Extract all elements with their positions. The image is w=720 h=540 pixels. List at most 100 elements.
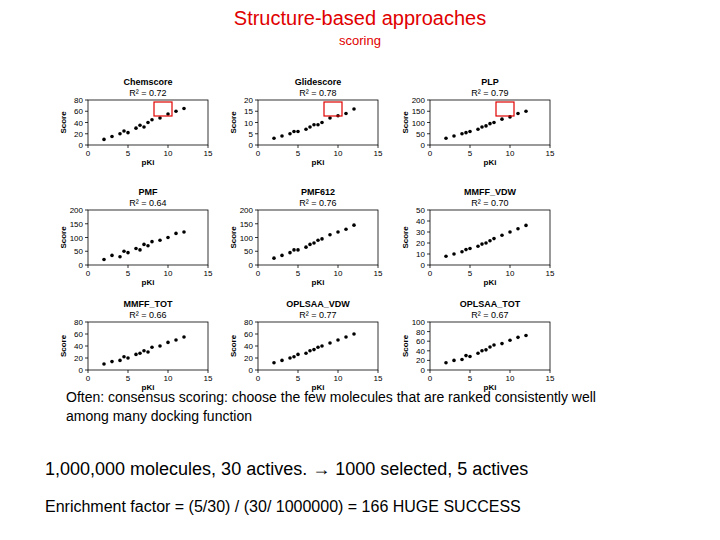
point: [312, 123, 316, 127]
point: [102, 362, 106, 366]
plot-frame: [88, 100, 208, 145]
y-tick: [85, 358, 88, 359]
y-tick-label: 100: [240, 234, 254, 243]
point: [476, 245, 480, 249]
y-tick: [427, 111, 430, 112]
point: [304, 127, 308, 131]
point: [468, 130, 472, 134]
y-axis-label: Score: [229, 334, 238, 357]
y-tick: [255, 210, 258, 211]
point: [344, 227, 348, 231]
point: [308, 125, 312, 129]
y-tick-label: 30: [416, 228, 425, 237]
y-tick: [85, 237, 88, 238]
x-tick-label: 10: [506, 149, 515, 158]
y-tick: [255, 122, 258, 123]
point: [460, 132, 464, 136]
y-axis-label: Score: [59, 334, 68, 357]
point: [292, 355, 296, 359]
point: [174, 109, 178, 113]
y-tick: [255, 237, 258, 238]
chart-subtitle: R² = 0.67: [471, 310, 508, 320]
points: [272, 332, 356, 364]
y-tick-label: 0: [421, 366, 426, 375]
chart-panel: GlidescoreR² = 0.7805101520051015pKiScor…: [229, 77, 383, 167]
y-tick: [85, 322, 88, 323]
point: [126, 251, 130, 255]
point: [146, 121, 150, 125]
x-tick: [128, 370, 129, 373]
point: [480, 242, 484, 246]
y-tick-label: 80: [244, 318, 253, 327]
y-tick: [255, 111, 258, 112]
x-tick-label: 15: [374, 149, 383, 158]
point: [488, 122, 492, 126]
x-tick: [550, 265, 551, 268]
y-tick: [427, 254, 430, 255]
y-axis-label: Score: [229, 111, 238, 134]
x-tick: [510, 265, 511, 268]
x-tick: [378, 145, 379, 148]
y-tick-label: 80: [74, 318, 83, 327]
y-tick-label: 0: [79, 261, 84, 270]
chart-subtitle: R² = 0.66: [129, 310, 166, 320]
x-tick: [88, 265, 89, 268]
x-tick: [510, 145, 511, 148]
y-tick: [85, 334, 88, 335]
point: [142, 349, 146, 353]
y-tick: [85, 122, 88, 123]
y-tick: [427, 341, 430, 342]
x-tick: [550, 370, 551, 373]
point: [280, 254, 284, 258]
x-tick: [510, 370, 511, 373]
x-tick: [470, 145, 471, 148]
y-tick: [255, 223, 258, 224]
x-tick-label: 0: [86, 374, 91, 383]
point: [492, 237, 496, 241]
x-tick: [378, 265, 379, 268]
y-tick-label: 0: [421, 141, 426, 150]
plot-frame: [258, 100, 378, 145]
y-tick: [427, 210, 430, 211]
x-tick-label: 15: [204, 269, 213, 278]
y-tick-label: 40: [244, 342, 253, 351]
x-tick-label: 10: [506, 374, 515, 383]
y-tick: [427, 331, 430, 332]
point: [150, 240, 154, 244]
y-tick-label: 0: [249, 366, 254, 375]
x-tick: [128, 265, 129, 268]
point: [328, 233, 332, 237]
example-text: 1,000,000 molecules, 30 actives. → 1000 …: [45, 459, 528, 479]
y-tick-label: 20: [74, 354, 83, 363]
point: [464, 354, 468, 358]
x-axis-label: pKi: [142, 278, 155, 287]
y-tick-label: 150: [240, 220, 254, 229]
point: [142, 125, 146, 129]
point: [138, 124, 142, 128]
slide: Structure-based approachesscoringChemsco…: [0, 0, 720, 540]
y-tick-label: 0: [249, 261, 254, 270]
chart-subtitle: R² = 0.72: [129, 88, 166, 98]
y-tick-label: 100: [412, 119, 426, 128]
y-tick-label: 10: [244, 119, 253, 128]
y-axis-label: Score: [401, 334, 410, 357]
y-tick: [427, 221, 430, 222]
x-tick: [258, 370, 259, 373]
y-tick-label: 20: [244, 96, 253, 105]
y-tick: [255, 265, 258, 266]
y-tick: [427, 370, 430, 371]
x-tick: [338, 145, 339, 148]
x-tick-label: 10: [164, 269, 173, 278]
chart-panel: MMFF_TOTR² = 0.66020406080051015pKiScore: [59, 299, 213, 392]
point: [344, 335, 348, 339]
point: [336, 338, 340, 342]
y-tick-label: 15: [244, 107, 253, 116]
points: [444, 224, 528, 258]
x-tick-label: 15: [546, 269, 555, 278]
x-tick: [258, 145, 259, 148]
y-tick-label: 200: [240, 206, 254, 215]
x-tick-label: 5: [126, 374, 131, 383]
point: [174, 232, 178, 236]
x-tick: [430, 265, 431, 268]
y-tick: [427, 243, 430, 244]
